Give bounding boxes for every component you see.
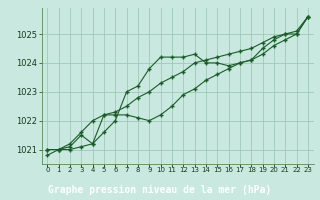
Text: Graphe pression niveau de la mer (hPa): Graphe pression niveau de la mer (hPa): [48, 185, 272, 195]
